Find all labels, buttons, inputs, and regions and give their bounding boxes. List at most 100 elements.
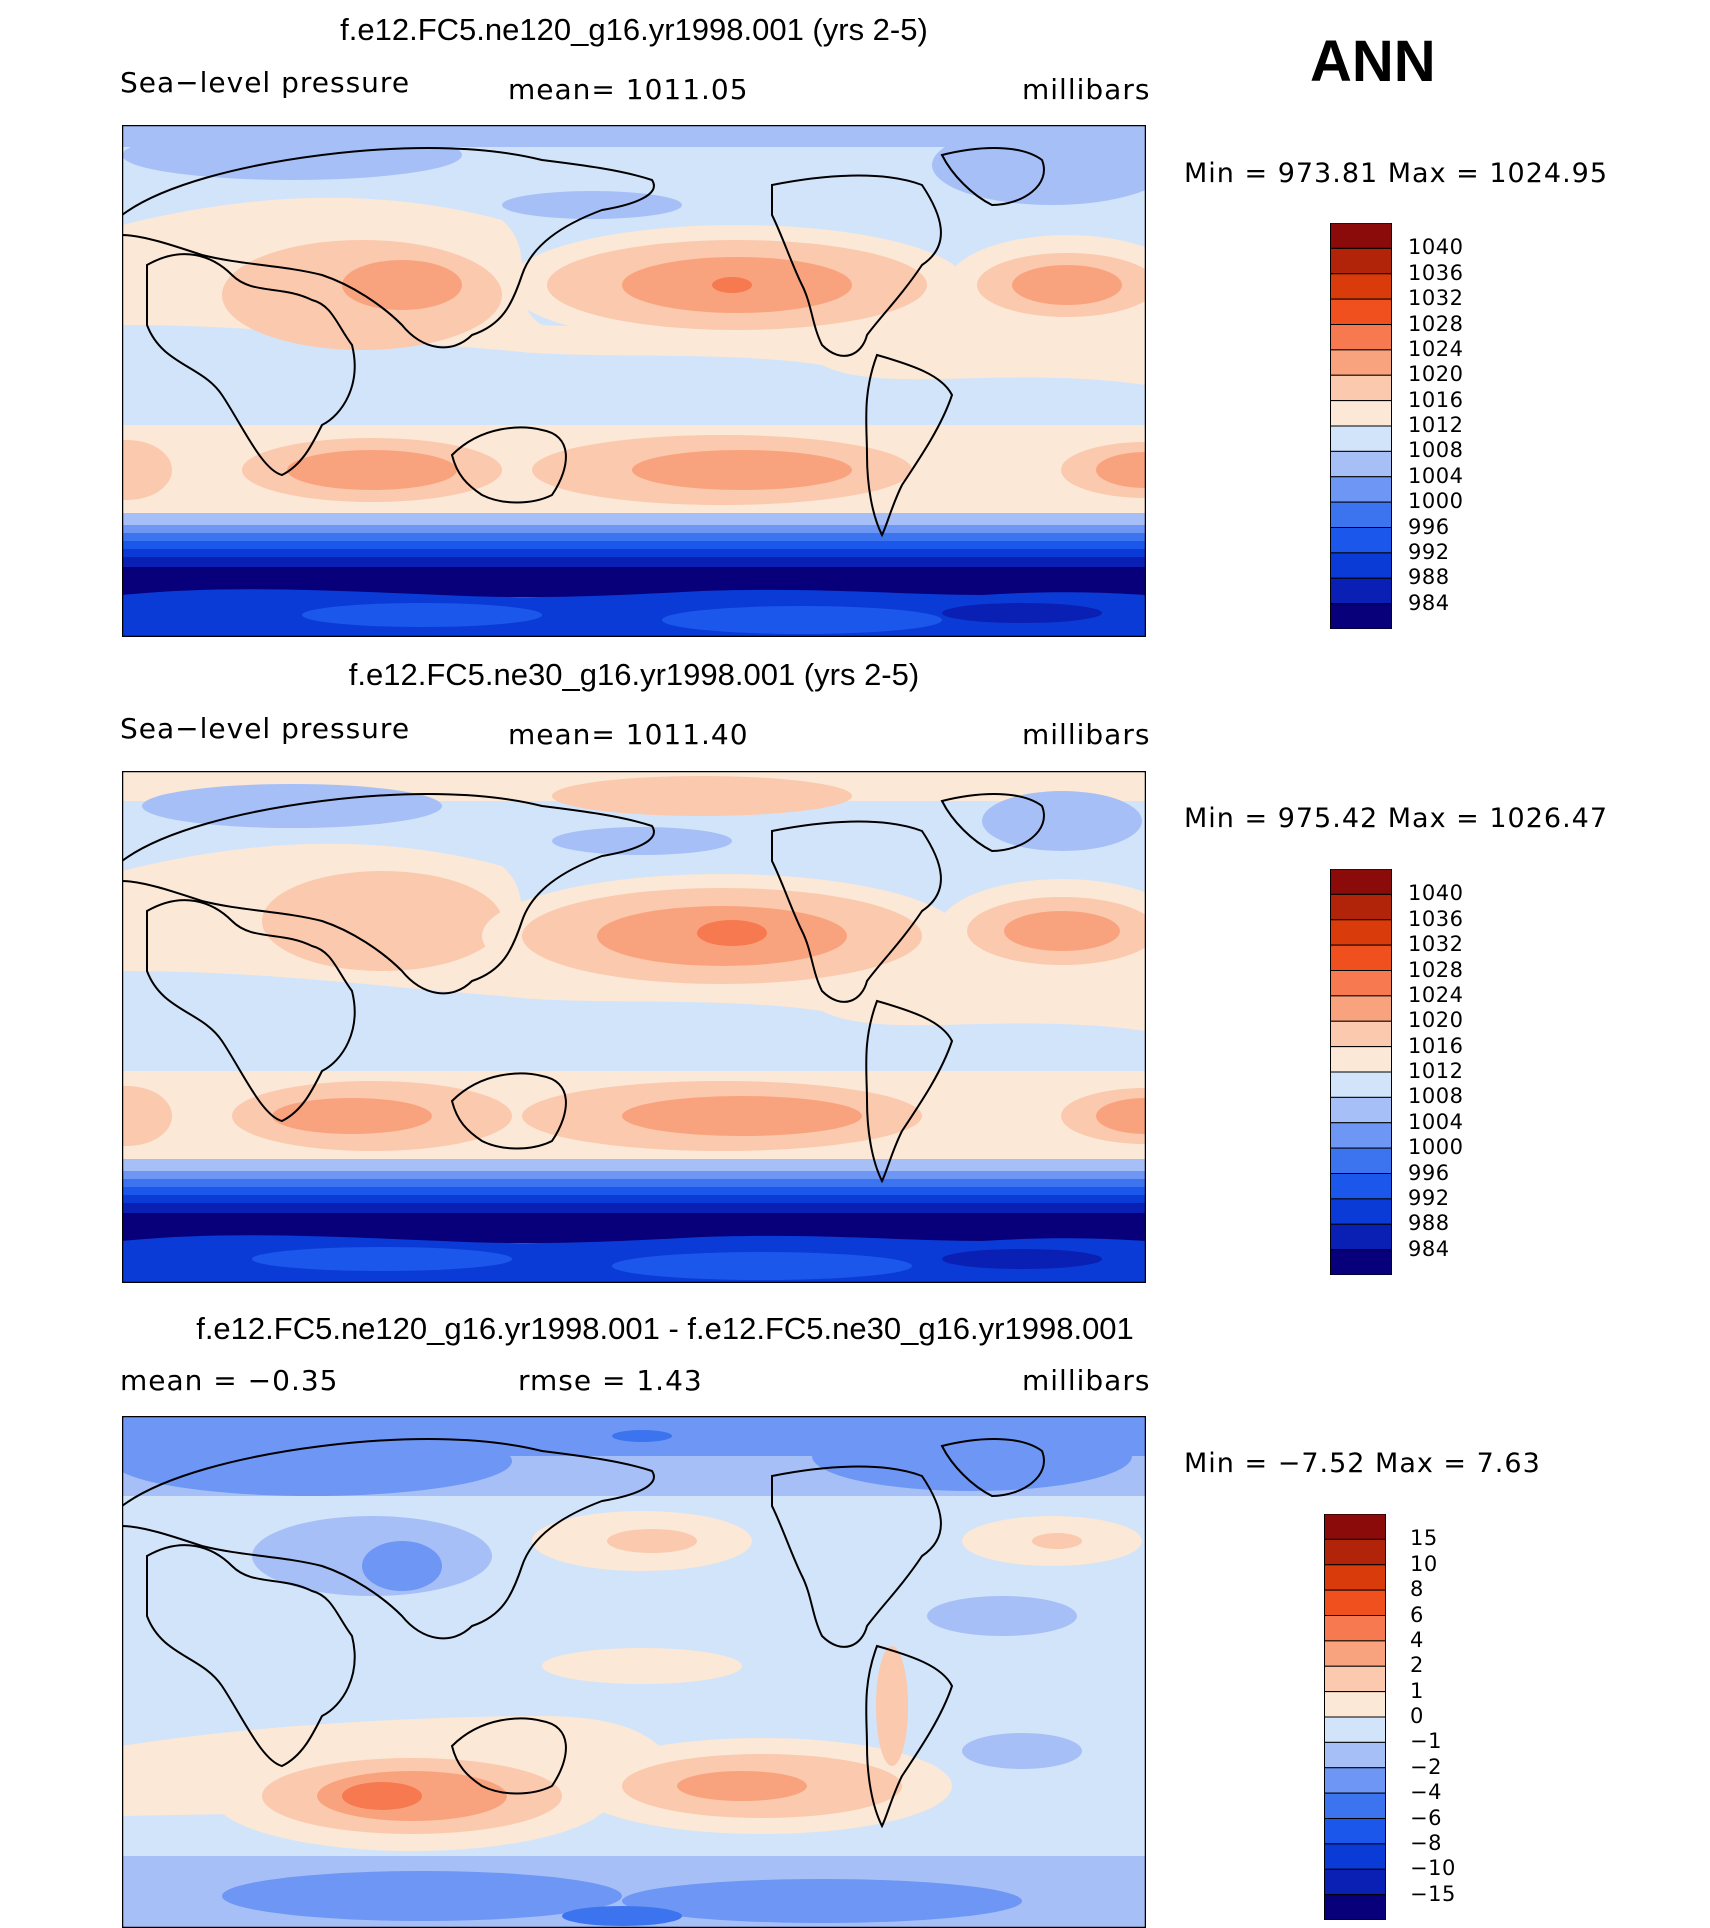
colorbar-swatch (1330, 603, 1392, 629)
colorbar-swatch (1330, 1046, 1392, 1073)
colorbar-label: 988 (1408, 1211, 1450, 1236)
colorbar-label: 1016 (1408, 1033, 1464, 1058)
colorbar-swatch (1330, 527, 1392, 554)
panel3-title: f.e12.FC5.ne120_g16.yr1998.001 - f.e12.F… (196, 1311, 1134, 1346)
panel1-variable-label: Sea−level pressure (120, 66, 411, 99)
colorbar-label: 8 (1410, 1577, 1424, 1602)
colorbar-swatch (1330, 1249, 1392, 1275)
colorbar-label: 1024 (1408, 336, 1464, 361)
panel1-minmax: Min = 973.81 Max = 1024.95 (1184, 158, 1609, 189)
colorbar-swatch (1324, 1741, 1386, 1769)
colorbar-label: 0 (1410, 1704, 1424, 1728)
panel1-colorbar-swatches (1330, 223, 1392, 629)
colorbar-label: 1 (1410, 1678, 1424, 1703)
colorbar-label: −6 (1410, 1805, 1442, 1830)
colorbar-swatch (1330, 1173, 1392, 1200)
panel1-colorbar (1330, 223, 1392, 629)
panel3-field (122, 1416, 1146, 1928)
colorbar-swatch (1330, 1096, 1392, 1124)
colorbar-swatch (1330, 273, 1392, 300)
panel3-colorbar (1324, 1514, 1386, 1920)
panel1-title: f.e12.FC5.ne120_g16.yr1998.001 (yrs 2-5) (340, 12, 928, 47)
colorbar-swatch (1330, 1198, 1392, 1225)
colorbar-label: 988 (1408, 565, 1450, 590)
panel3-minmax: Min = −7.52 Max = 7.63 (1184, 1448, 1541, 1479)
colorbar-swatch (1330, 349, 1392, 376)
colorbar-label: 1036 (1408, 906, 1464, 931)
panel3-rmse-label: rmse = 1.43 (518, 1364, 703, 1397)
colorbar-label: −8 (1410, 1830, 1442, 1855)
colorbar-swatch (1324, 1615, 1386, 1642)
colorbar-label: 984 (1408, 590, 1450, 615)
colorbar-swatch (1330, 1020, 1392, 1048)
panel3-coastlines (122, 1438, 1045, 1829)
panel2-field (122, 771, 1146, 1283)
panel1-coastlines (122, 147, 1045, 538)
colorbar-swatch (1324, 1538, 1386, 1566)
colorbar-swatch (1330, 1223, 1392, 1251)
colorbar-label: 1032 (1408, 932, 1464, 957)
colorbar-swatch (1330, 425, 1392, 452)
colorbar-swatch (1330, 223, 1392, 249)
colorbar-label: −4 (1410, 1780, 1442, 1805)
panel2-colorbar (1330, 869, 1392, 1275)
colorbar-label: 1004 (1408, 463, 1464, 488)
panel1-field (122, 125, 1146, 637)
colorbar-label: 1012 (1408, 1059, 1464, 1083)
colorbar-label: 4 (1410, 1627, 1424, 1652)
colorbar-label: 1016 (1408, 387, 1464, 412)
colorbar-label: 1012 (1408, 413, 1464, 437)
panel2-map (122, 771, 1146, 1283)
season-label: ANN (1310, 29, 1436, 94)
colorbar-label: 1000 (1408, 1135, 1464, 1160)
panel1-map (122, 125, 1146, 637)
colorbar-swatch (1324, 1868, 1386, 1896)
colorbar-swatch (1324, 1716, 1386, 1743)
panel3-colorbar-swatches (1324, 1514, 1386, 1920)
colorbar-swatch (1330, 298, 1392, 325)
panel2-variable-label: Sea−level pressure (120, 712, 411, 745)
colorbar-label: 1024 (1408, 982, 1464, 1007)
colorbar-label: 1040 (1408, 235, 1464, 260)
colorbar-swatch (1324, 1514, 1386, 1540)
panel2-title: f.e12.FC5.ne30_g16.yr1998.001 (yrs 2-5) (348, 657, 920, 692)
colorbar-label: 1036 (1408, 260, 1464, 285)
colorbar-label: 1000 (1408, 489, 1464, 514)
colorbar-label: 2 (1410, 1653, 1424, 1678)
colorbar-swatch (1324, 1640, 1386, 1667)
colorbar-swatch (1330, 374, 1392, 402)
colorbar-label: 996 (1408, 514, 1450, 539)
colorbar-label: 992 (1408, 1185, 1450, 1210)
colorbar-label: −1 (1410, 1729, 1442, 1754)
colorbar-swatch (1324, 1767, 1386, 1794)
colorbar-label: −15 (1410, 1881, 1456, 1906)
colorbar-swatch (1330, 944, 1392, 971)
colorbar-label: −2 (1410, 1754, 1442, 1779)
colorbar-label: 10 (1410, 1551, 1438, 1576)
colorbar-label: 1008 (1408, 438, 1464, 463)
colorbar-swatch (1330, 1071, 1392, 1098)
panel1-units-label: millibars (1022, 73, 1151, 106)
colorbar-label: 1008 (1408, 1084, 1464, 1109)
colorbar-swatch (1330, 552, 1392, 579)
colorbar-label: 992 (1408, 539, 1450, 564)
colorbar-swatch (1330, 247, 1392, 275)
panel2-units-label: millibars (1022, 718, 1151, 751)
colorbar-swatch (1330, 324, 1392, 351)
colorbar-swatch (1330, 970, 1392, 997)
colorbar-swatch (1324, 1818, 1386, 1845)
panel2-coastlines (122, 793, 1045, 1184)
colorbar-label: −10 (1410, 1856, 1456, 1881)
panel3-map (122, 1416, 1146, 1928)
colorbar-label: 984 (1408, 1236, 1450, 1261)
colorbar-swatch (1330, 577, 1392, 605)
panel1-mean-label: mean= 1011.05 (508, 73, 749, 106)
colorbar-swatch (1330, 869, 1392, 895)
colorbar-swatch (1330, 450, 1392, 478)
panel2-mean-label: mean= 1011.40 (508, 718, 749, 751)
colorbar-swatch (1330, 919, 1392, 946)
colorbar-swatch (1330, 400, 1392, 427)
colorbar-swatch (1324, 1792, 1386, 1819)
colorbar-label: 1040 (1408, 881, 1464, 906)
colorbar-swatch (1330, 995, 1392, 1022)
